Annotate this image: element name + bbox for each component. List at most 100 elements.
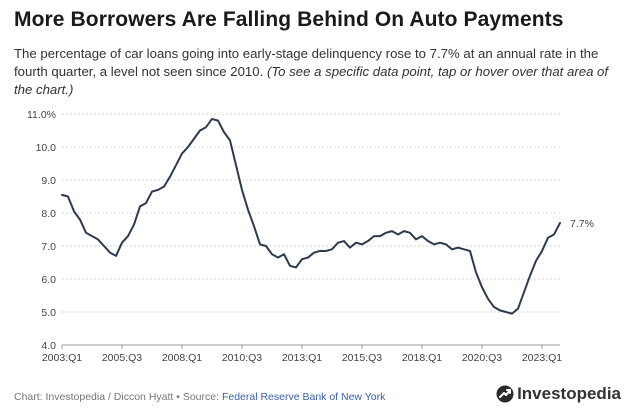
data-point[interactable] bbox=[341, 238, 347, 244]
source-link[interactable]: Federal Reserve Bank of New York bbox=[221, 391, 386, 403]
data-point[interactable] bbox=[203, 124, 209, 130]
data-point[interactable] bbox=[245, 207, 251, 213]
data-point[interactable] bbox=[155, 187, 161, 193]
data-point[interactable] bbox=[479, 284, 485, 290]
data-point[interactable] bbox=[557, 220, 563, 226]
data-point[interactable] bbox=[377, 233, 383, 239]
y-tick-label: 5.0 bbox=[41, 307, 56, 319]
data-point[interactable] bbox=[227, 137, 233, 143]
data-point[interactable] bbox=[539, 248, 545, 254]
data-point[interactable] bbox=[317, 248, 323, 254]
data-point[interactable] bbox=[167, 174, 173, 180]
data-point[interactable] bbox=[83, 230, 89, 236]
data-point[interactable] bbox=[431, 241, 437, 247]
data-point[interactable] bbox=[503, 309, 509, 315]
data-point[interactable] bbox=[263, 243, 269, 249]
data-point[interactable] bbox=[323, 248, 329, 254]
x-tick-label: 2023:Q1 bbox=[522, 352, 562, 364]
data-point[interactable] bbox=[383, 230, 389, 236]
data-point[interactable] bbox=[407, 230, 413, 236]
chart-credit: Chart: Investopedia / Diccon Hyatt • Sou… bbox=[14, 391, 385, 403]
data-point[interactable] bbox=[215, 118, 221, 124]
data-point[interactable] bbox=[353, 240, 359, 246]
data-point[interactable] bbox=[491, 304, 497, 310]
data-point[interactable] bbox=[119, 240, 125, 246]
data-point[interactable] bbox=[449, 246, 455, 252]
data-point[interactable] bbox=[497, 307, 503, 313]
data-point[interactable] bbox=[149, 189, 155, 195]
data-point[interactable] bbox=[467, 248, 473, 254]
data-point[interactable] bbox=[137, 203, 143, 209]
data-point[interactable] bbox=[125, 233, 131, 239]
x-tick-label: 2015:Q3 bbox=[342, 352, 382, 364]
data-point[interactable] bbox=[299, 256, 305, 262]
data-point[interactable] bbox=[437, 240, 443, 246]
data-point[interactable] bbox=[131, 222, 137, 228]
data-point[interactable] bbox=[443, 241, 449, 247]
data-point[interactable] bbox=[275, 255, 281, 261]
x-tick-label: 2008:Q1 bbox=[162, 352, 202, 364]
data-point[interactable] bbox=[221, 129, 227, 135]
data-point[interactable] bbox=[455, 245, 461, 251]
data-point[interactable] bbox=[233, 162, 239, 168]
data-point[interactable] bbox=[293, 264, 299, 270]
x-tick-label: 2018:Q1 bbox=[402, 352, 442, 364]
data-point[interactable] bbox=[413, 236, 419, 242]
data-point[interactable] bbox=[473, 269, 479, 275]
series-line[interactable] bbox=[61, 117, 561, 315]
x-tick-label: 2010:Q3 bbox=[222, 352, 262, 364]
data-point[interactable] bbox=[395, 231, 401, 237]
y-tick-label: 4.0 bbox=[41, 340, 56, 352]
data-point[interactable] bbox=[371, 233, 377, 239]
data-point[interactable] bbox=[461, 246, 467, 252]
data-point[interactable] bbox=[89, 233, 95, 239]
data-point[interactable] bbox=[113, 253, 119, 259]
data-point[interactable] bbox=[191, 136, 197, 142]
data-point[interactable] bbox=[59, 192, 65, 198]
data-point[interactable] bbox=[161, 184, 167, 190]
y-tick-label: 7.0 bbox=[41, 241, 56, 253]
data-point[interactable] bbox=[389, 228, 395, 234]
series-layer[interactable]: 7.7% bbox=[59, 116, 594, 317]
data-point[interactable] bbox=[347, 245, 353, 251]
data-point[interactable] bbox=[173, 162, 179, 168]
data-point[interactable] bbox=[329, 246, 335, 252]
data-point[interactable] bbox=[425, 238, 431, 244]
data-point[interactable] bbox=[257, 241, 263, 247]
data-point[interactable] bbox=[521, 289, 527, 295]
data-point[interactable] bbox=[545, 235, 551, 241]
data-point[interactable] bbox=[485, 296, 491, 302]
data-point[interactable] bbox=[287, 263, 293, 269]
data-point[interactable] bbox=[269, 251, 275, 257]
data-point[interactable] bbox=[365, 238, 371, 244]
data-point[interactable] bbox=[197, 128, 203, 134]
data-point[interactable] bbox=[71, 208, 77, 214]
gridlines bbox=[62, 113, 560, 346]
data-point[interactable] bbox=[335, 240, 341, 246]
data-point[interactable] bbox=[77, 217, 83, 223]
data-point[interactable] bbox=[95, 236, 101, 242]
data-point[interactable] bbox=[305, 255, 311, 261]
brand-logo[interactable]: Investopedia bbox=[496, 384, 621, 404]
data-point[interactable] bbox=[185, 144, 191, 150]
data-point[interactable] bbox=[527, 273, 533, 279]
data-point[interactable] bbox=[281, 251, 287, 257]
data-point[interactable] bbox=[515, 306, 521, 312]
data-point[interactable] bbox=[419, 233, 425, 239]
data-point[interactable] bbox=[509, 311, 515, 317]
x-tick-label: 2003:Q1 bbox=[42, 352, 82, 364]
data-point[interactable] bbox=[401, 228, 407, 234]
data-point[interactable] bbox=[101, 243, 107, 249]
data-point[interactable] bbox=[311, 250, 317, 256]
data-point[interactable] bbox=[209, 116, 215, 122]
data-point[interactable] bbox=[179, 151, 185, 157]
data-point[interactable] bbox=[143, 200, 149, 206]
data-point[interactable] bbox=[251, 223, 257, 229]
data-point[interactable] bbox=[533, 258, 539, 264]
data-point[interactable] bbox=[107, 250, 113, 256]
data-point[interactable] bbox=[65, 194, 71, 200]
data-point[interactable] bbox=[359, 241, 365, 247]
data-point[interactable] bbox=[551, 231, 557, 237]
data-point[interactable] bbox=[239, 187, 245, 193]
